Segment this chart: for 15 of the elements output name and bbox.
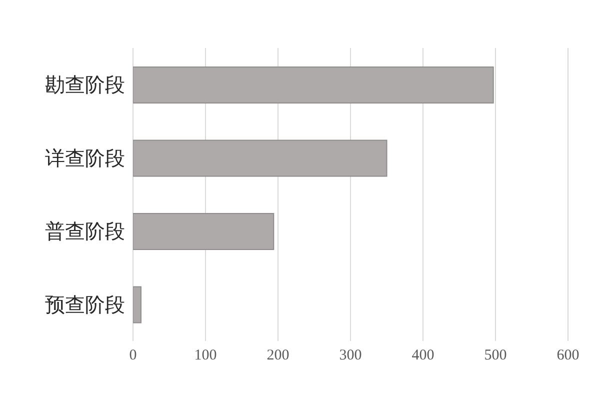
x-tick-label: 400 (412, 348, 434, 364)
bar (133, 140, 388, 177)
x-tick-label: 300 (339, 348, 362, 364)
x-tick-label: 0 (129, 348, 137, 364)
x-tick-label: 500 (484, 348, 507, 364)
x-tick-label: 100 (194, 348, 217, 364)
x-tick-label: 600 (556, 348, 580, 364)
y-tick-label: 普查阶段 (45, 219, 125, 244)
y-tick-label: 勘查阶段 (45, 72, 125, 97)
x-tick-label: 200 (266, 348, 290, 364)
bar (133, 66, 494, 104)
y-tick-label: 详查阶段 (45, 146, 125, 170)
bar (133, 213, 274, 250)
bar (133, 286, 142, 324)
y-tick-label: 预查阶段 (45, 292, 125, 316)
